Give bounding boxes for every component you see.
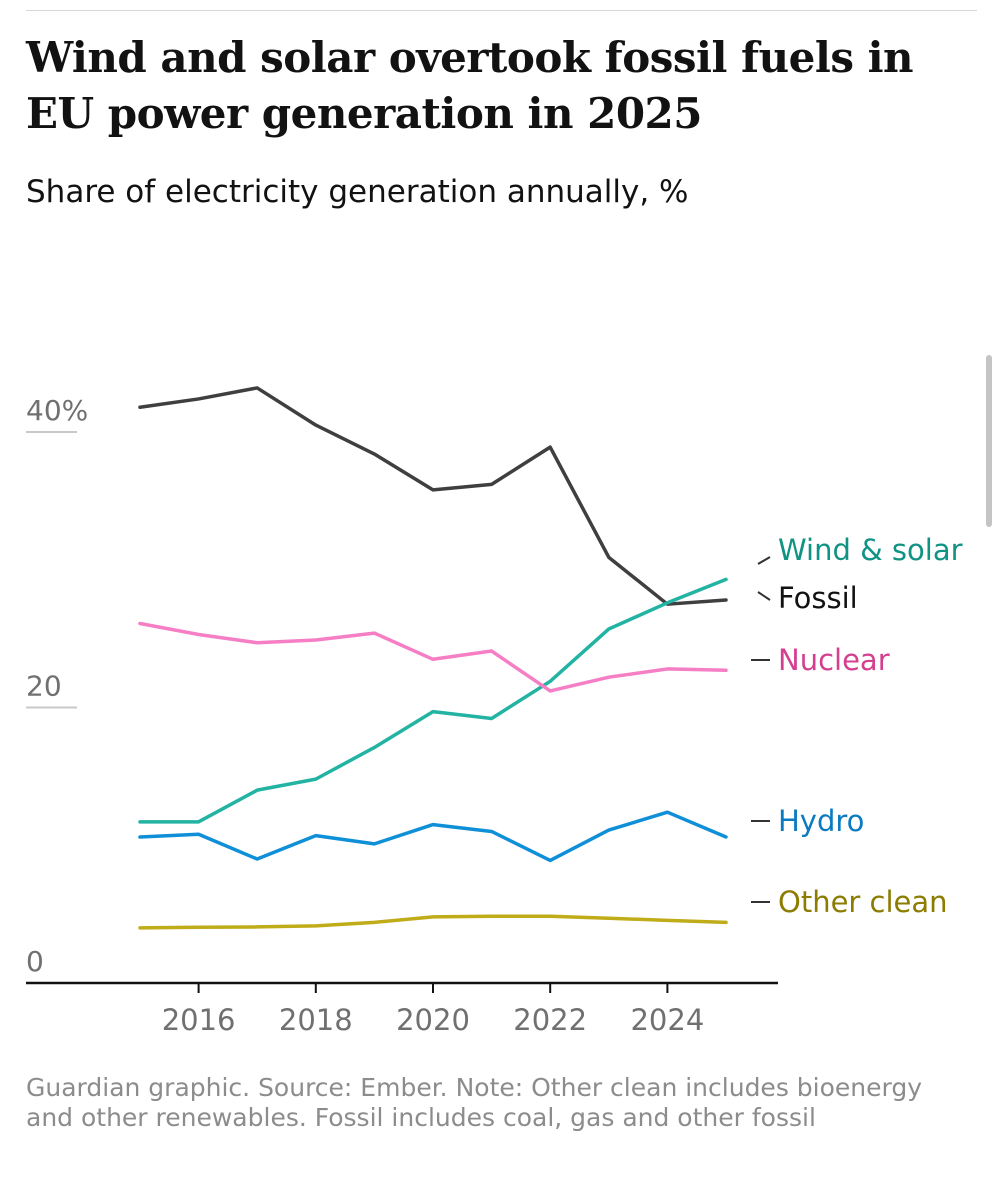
- x-tick-label: 2020: [396, 1003, 470, 1037]
- y-tick-label: 20: [26, 670, 62, 703]
- series-label-wind-solar: Wind & solar: [778, 533, 963, 567]
- series-line-nuclear: [138, 621, 728, 693]
- series-line-other-clean: [138, 914, 728, 930]
- series-lines: [138, 386, 728, 930]
- chart-subtitle: Share of electricity generation annually…: [26, 174, 689, 210]
- scrollbar[interactable]: [986, 355, 992, 527]
- series-label-hydro: Hydro: [778, 804, 864, 838]
- y-gridlines: 0 20 40%: [26, 394, 88, 978]
- x-tick-label: 2016: [162, 1003, 236, 1037]
- series-line-fossil: [138, 386, 728, 606]
- series-label-nuclear: Nuclear: [778, 643, 890, 677]
- series-label-other-clean: Other clean: [778, 885, 948, 919]
- series-labels: Fossil Wind & solar Nuclear Hydro Other clea…: [751, 533, 963, 919]
- series-line-wind-solar: [138, 577, 728, 824]
- label-leader-wind-solar: [757, 556, 771, 565]
- chart-title: Wind and solar overtook fossil fuels in …: [26, 33, 914, 138]
- x-tick-label: 2022: [513, 1003, 587, 1037]
- top-rule: [26, 10, 977, 11]
- series-label-fossil: Fossil: [778, 581, 858, 615]
- x-axis: 2016 2018 2020 2022 2024: [26, 981, 778, 1037]
- x-tick-label: 2024: [630, 1003, 704, 1037]
- y-tick-label: 0: [26, 945, 44, 978]
- series-line-hydro: [138, 810, 728, 863]
- label-leader-fossil: [757, 591, 771, 601]
- y-tick-label: 40%: [26, 394, 88, 427]
- x-tick-label: 2018: [279, 1003, 353, 1037]
- source-note: Guardian graphic. Source: Ember. Note: O…: [26, 1073, 923, 1132]
- line-chart: 0 20 40% Fossil Wind & solar Nuclear Hydro Oth…: [26, 386, 963, 1037]
